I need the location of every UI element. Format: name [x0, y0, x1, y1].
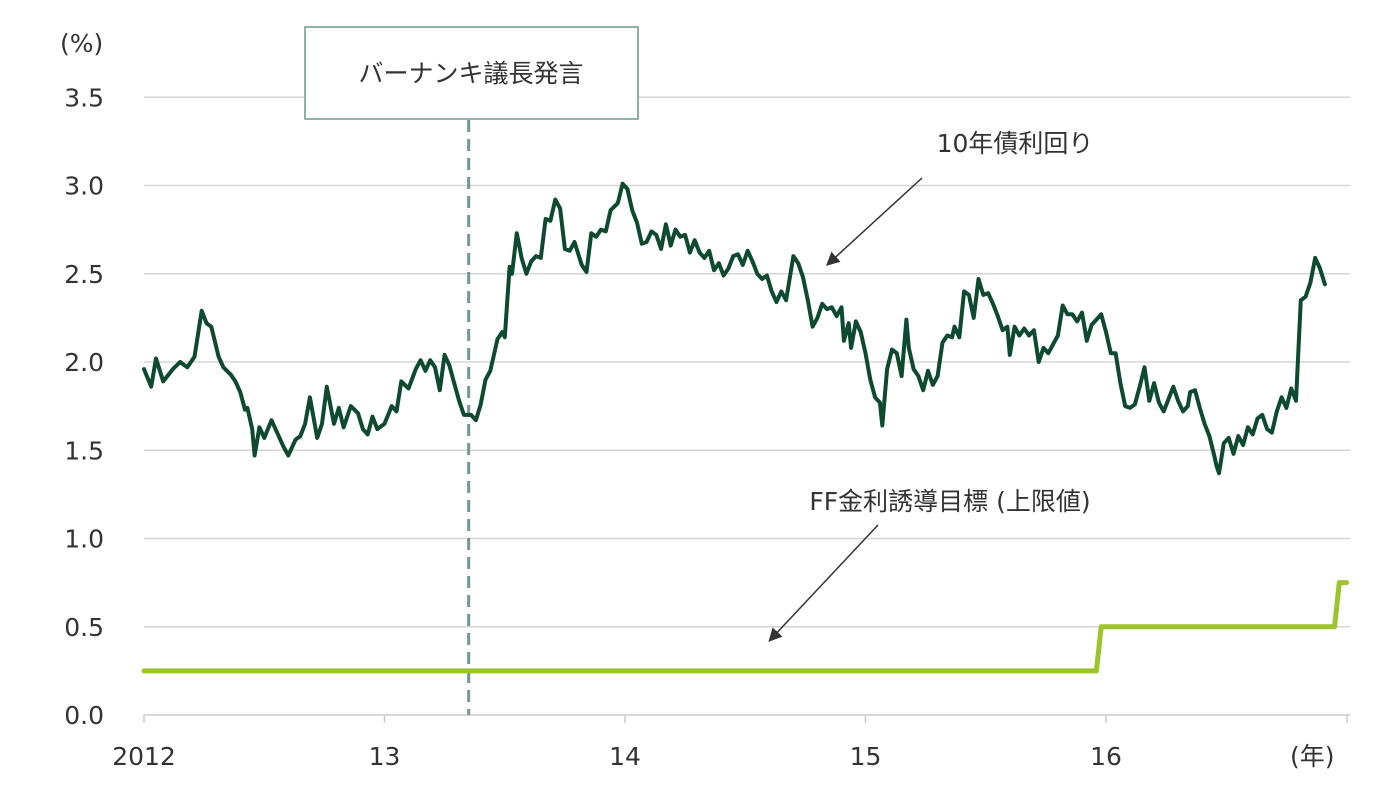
annotations: 10年債利回り FF金利誘導目標 (上限値): [768, 129, 1094, 642]
y-axis: 0.0 0.5 1.0 1.5 2.0 2.5 3.0 3.5: [64, 83, 104, 730]
y-tick-label: 3.0: [64, 172, 104, 201]
y-tick-label: 0.0: [64, 701, 104, 730]
event-marker: バーナンキ議長発言: [304, 26, 639, 715]
annotation-arrow-10y-yield: [826, 177, 923, 266]
y-tick-label: 3.5: [64, 83, 104, 112]
series-lines: [141, 181, 1349, 674]
y-tick-label: 2.5: [64, 260, 104, 289]
annotation-label-10y-yield: 10年債利回り: [937, 129, 1094, 158]
y-tick-label: 0.5: [64, 613, 104, 642]
event-label: バーナンキ議長発言: [358, 59, 583, 88]
series-line-10y-yield: [142, 181, 1327, 476]
x-tick-label: 13: [369, 742, 401, 771]
event-label-box: [304, 26, 639, 120]
series-line-ff-rate: [141, 580, 1349, 674]
x-tick-label: 2012: [112, 742, 176, 771]
x-tick-label: 14: [609, 742, 641, 771]
y-axis-unit-label: (%): [60, 29, 103, 58]
x-tick-label: 16: [1090, 742, 1122, 771]
gridlines: [144, 96, 1350, 628]
y-tick-label: 2.0: [64, 348, 104, 377]
x-axis: 2012 13 14 15 16: [112, 714, 1350, 771]
y-tick-label: 1.5: [64, 436, 104, 465]
y-tick-label: 1.0: [64, 525, 104, 554]
annotation-label-ff-rate: FF金利誘導目標 (上限値): [809, 487, 1090, 516]
annotation-arrow-ff-rate: [768, 524, 879, 642]
x-axis-unit-label: (年): [1290, 742, 1335, 771]
x-tick-label: 15: [850, 742, 882, 771]
